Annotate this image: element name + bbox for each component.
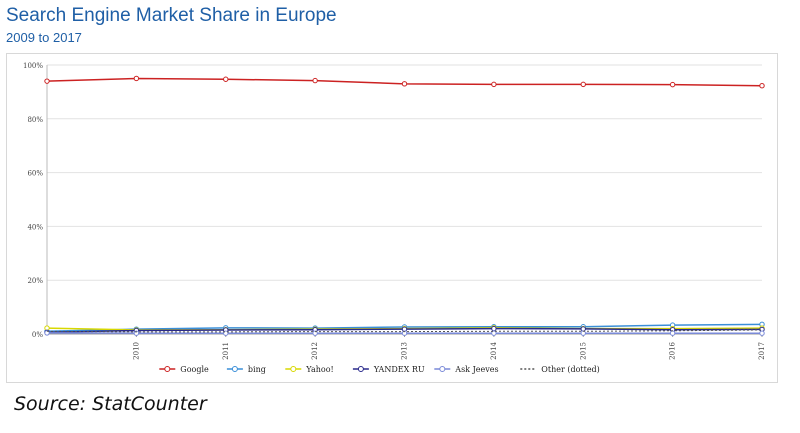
legend-item-other-dotted: Other (dotted) bbox=[520, 365, 600, 374]
legend-marker bbox=[164, 366, 171, 372]
line-chart: 0% 20% 40% 60% 80% 100% 2010 2011 2012 2013 2014 20… bbox=[23, 62, 766, 374]
data-point-google bbox=[580, 81, 586, 88]
x-tick-label: 2013 bbox=[401, 342, 409, 360]
legend-label: YANDEX RU bbox=[373, 365, 425, 374]
legend-label: Ask Jeeves bbox=[454, 365, 498, 374]
data-point-ask-jeeves bbox=[759, 330, 765, 336]
y-tick-label: 40% bbox=[27, 223, 43, 231]
legend-marker bbox=[290, 366, 297, 372]
data-point-ask-jeeves bbox=[44, 330, 50, 336]
data-point-yahoo bbox=[44, 325, 50, 331]
x-tick-label: 2010 bbox=[132, 342, 140, 360]
x-tick-label: 2015 bbox=[579, 342, 587, 360]
data-point-ask-jeeves bbox=[312, 330, 318, 336]
data-point-google bbox=[669, 81, 676, 88]
data-point-google bbox=[223, 76, 229, 82]
legend-item-bing: bing bbox=[226, 365, 266, 374]
legend-item-ask-jeeves: Ask Jeeves bbox=[434, 365, 499, 374]
y-tick-label: 80% bbox=[27, 116, 43, 124]
series-line-other-dotted bbox=[46, 329, 763, 333]
source-note: Source: StatCounter bbox=[14, 393, 207, 415]
legend-marker bbox=[231, 366, 238, 372]
data-point-google bbox=[491, 81, 497, 88]
y-tick-label: 100% bbox=[23, 62, 43, 70]
legend-marker bbox=[439, 366, 446, 372]
y-tick-label: 20% bbox=[27, 277, 43, 285]
legend-item-yahoo: Yahoo! bbox=[285, 365, 334, 374]
x-tick-label: 2017 bbox=[758, 342, 766, 360]
legend-label: bing bbox=[248, 365, 266, 374]
legend-label: Other (dotted) bbox=[541, 365, 600, 374]
data-point-google bbox=[759, 83, 765, 89]
legend-item-yandex-ru: YANDEX RU bbox=[352, 365, 425, 374]
data-point-ask-jeeves bbox=[401, 330, 408, 336]
legend-label: Google bbox=[180, 365, 209, 374]
data-point-yandex-ru bbox=[491, 325, 497, 332]
legend-label: Yahoo! bbox=[305, 365, 333, 374]
data-point-yandex-ru bbox=[580, 326, 586, 332]
y-tick-label: 0% bbox=[32, 331, 43, 339]
data-point-google bbox=[44, 78, 50, 84]
chart-subtitle: 2009 to 2017 bbox=[6, 30, 82, 45]
x-tick-label: 2012 bbox=[311, 342, 319, 360]
x-tick-label: 2011 bbox=[222, 342, 230, 360]
legend-marker bbox=[357, 366, 364, 372]
y-tick-label: 60% bbox=[27, 170, 43, 178]
chart-title: Search Engine Market Share in Europe bbox=[6, 5, 337, 26]
data-point-google bbox=[312, 77, 318, 84]
chart-frame: 0% 20% 40% 60% 80% 100% 2010 2011 2012 2013 2014 20… bbox=[6, 53, 778, 383]
data-point-ask-jeeves bbox=[669, 330, 676, 336]
data-point-google bbox=[133, 75, 140, 82]
x-tick-label: 2016 bbox=[669, 341, 677, 359]
legend-item-google: Google bbox=[159, 365, 209, 374]
data-point-ask-jeeves bbox=[491, 330, 497, 336]
data-point-google bbox=[401, 81, 408, 87]
x-tick-label: 2014 bbox=[490, 341, 498, 359]
